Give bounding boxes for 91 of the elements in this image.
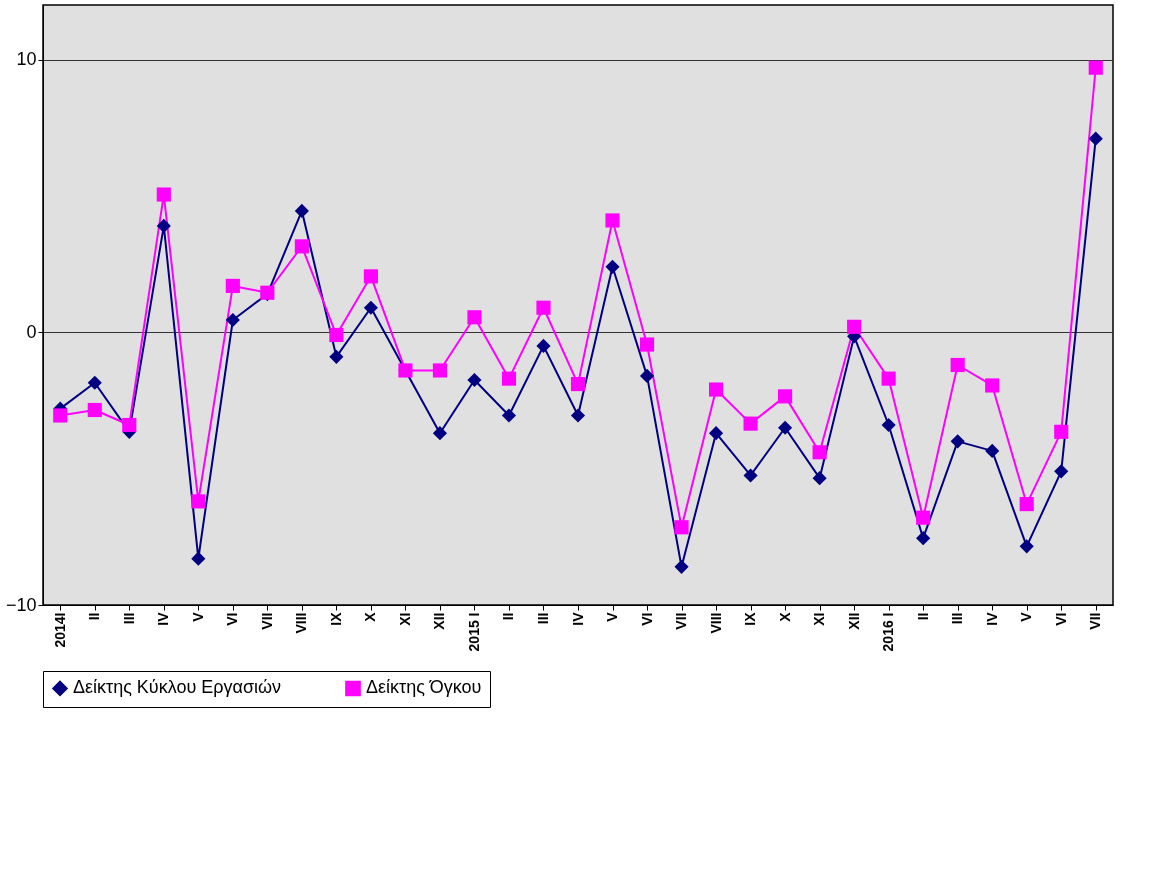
point bbox=[570, 408, 586, 423]
x-tick-label: VI bbox=[638, 612, 655, 626]
point bbox=[605, 213, 620, 228]
point bbox=[467, 372, 482, 388]
x-tick-label: VII bbox=[258, 612, 275, 630]
point bbox=[812, 471, 827, 486]
point bbox=[156, 187, 171, 202]
x-tick-label: VIII bbox=[707, 612, 724, 634]
x-tick-label: XII bbox=[845, 612, 862, 630]
point bbox=[467, 310, 482, 325]
x-tick-label: III bbox=[949, 612, 966, 625]
x-tick-label: X bbox=[776, 611, 793, 622]
x-tick-label: XI bbox=[396, 612, 413, 626]
point bbox=[363, 300, 378, 315]
point bbox=[294, 203, 309, 218]
point bbox=[225, 312, 240, 328]
point bbox=[743, 468, 758, 483]
x-tick-label: 2015 I bbox=[465, 612, 482, 652]
point bbox=[122, 417, 137, 433]
x-tick-label: III bbox=[534, 612, 551, 625]
point bbox=[778, 420, 793, 435]
x-tick-label: VI bbox=[1052, 612, 1069, 626]
x-tick-label: XI bbox=[811, 612, 828, 626]
point bbox=[639, 368, 655, 383]
point bbox=[294, 239, 309, 254]
x-tick-label: X bbox=[362, 611, 379, 622]
point bbox=[570, 377, 586, 392]
point bbox=[87, 375, 102, 390]
x-tick-label: IV bbox=[569, 611, 586, 626]
point bbox=[536, 338, 551, 353]
x-tick-label: II bbox=[914, 612, 931, 621]
x-tick-label: IV bbox=[983, 611, 1000, 626]
x-tick-label: 2014I bbox=[51, 612, 68, 648]
point bbox=[1019, 497, 1034, 512]
y-tick-label: −10 bbox=[5, 594, 37, 615]
point bbox=[950, 357, 965, 373]
point bbox=[1088, 131, 1103, 146]
point bbox=[156, 218, 171, 233]
point bbox=[950, 434, 965, 449]
point bbox=[1054, 464, 1069, 479]
point bbox=[329, 327, 344, 343]
point bbox=[191, 494, 206, 509]
point bbox=[812, 445, 827, 460]
point bbox=[432, 426, 448, 441]
point bbox=[605, 259, 620, 274]
x-tick-label: V bbox=[604, 611, 621, 622]
x-tick-label: 2016 I bbox=[880, 612, 897, 652]
x-tick-label: V bbox=[1018, 611, 1035, 622]
x-tick-label: VII bbox=[1087, 612, 1104, 630]
point bbox=[363, 269, 378, 284]
point bbox=[985, 378, 1000, 393]
point bbox=[501, 408, 517, 423]
x-tick-label: VII bbox=[673, 612, 690, 630]
y-tick-label: 0 bbox=[26, 321, 37, 342]
point bbox=[778, 389, 793, 404]
x-tick-label: VI bbox=[224, 612, 241, 626]
point bbox=[708, 382, 724, 397]
x-tick-label: V bbox=[189, 611, 206, 622]
point bbox=[87, 402, 102, 418]
x-tick-label: IX bbox=[327, 611, 344, 626]
point bbox=[1019, 539, 1034, 554]
x-tick-label: II bbox=[86, 612, 103, 621]
point bbox=[847, 319, 862, 334]
point bbox=[432, 363, 448, 378]
y-tick-label: 10 bbox=[16, 49, 37, 70]
point bbox=[1054, 424, 1069, 439]
point bbox=[881, 417, 896, 433]
point bbox=[674, 559, 689, 574]
legend-label: Δείκτης Όγκου bbox=[366, 677, 482, 698]
x-tick-label: VIII bbox=[293, 612, 310, 634]
point bbox=[674, 520, 689, 535]
point bbox=[985, 443, 1000, 458]
point bbox=[1088, 60, 1103, 75]
point bbox=[639, 337, 655, 352]
point bbox=[53, 408, 68, 423]
point bbox=[916, 510, 931, 525]
point bbox=[881, 371, 896, 386]
point bbox=[708, 426, 724, 441]
x-tick-label: XII bbox=[431, 612, 448, 630]
point bbox=[225, 278, 240, 293]
x-tick-label: IV bbox=[155, 611, 172, 626]
x-tick-label: III bbox=[120, 612, 137, 625]
x-tick-label: IX bbox=[742, 611, 759, 626]
point bbox=[329, 349, 344, 364]
legend-label: Δείκτης Κύκλου Εργασιών bbox=[73, 677, 282, 698]
point bbox=[916, 531, 931, 546]
point bbox=[191, 551, 206, 566]
point bbox=[536, 300, 551, 315]
x-tick-label: II bbox=[500, 612, 517, 621]
point bbox=[501, 371, 517, 386]
point bbox=[743, 416, 758, 431]
